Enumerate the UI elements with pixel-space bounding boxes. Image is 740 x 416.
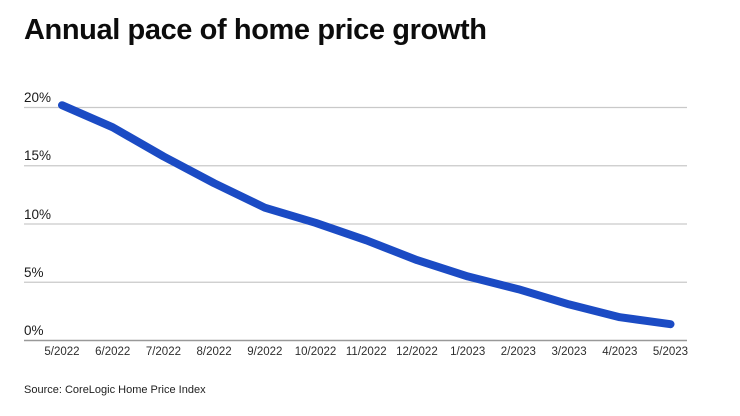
x-tick-label: 4/2023 [602,346,638,358]
home-price-growth-line [58,101,675,329]
source-note: Source: CoreLogic Home Price Index [24,384,206,396]
chart-title: Annual pace of home price growth [24,14,487,46]
x-tick-label: 2/2023 [500,346,536,358]
x-tick-label: 11/2022 [345,346,387,358]
x-tick-label: 10/2022 [294,346,337,358]
y-tick-label: 10% [24,206,52,222]
x-tick-label: 7/2022 [145,346,181,358]
x-tick-label: 9/2022 [247,346,283,358]
x-tick-label: 5/2022 [44,346,80,358]
y-tick-label: 20% [24,90,52,105]
x-tick-label: 12/2022 [396,346,438,358]
y-tick-label: 15% [24,148,52,164]
x-tick-label: 5/2023 [652,346,689,358]
y-tick-label: 5% [24,264,44,280]
x-tick-label: 3/2023 [551,346,587,358]
x-tick-label: 6/2022 [95,346,131,358]
y-tick-label: 0% [24,323,44,338]
x-tick-label: 8/2022 [196,346,232,358]
x-tick-label: 1/2023 [450,346,486,358]
